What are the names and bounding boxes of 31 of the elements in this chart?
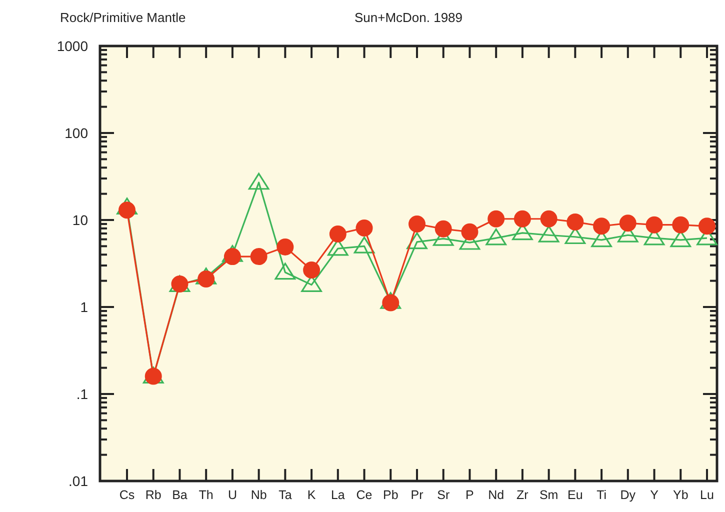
x-tick-label: La <box>330 488 345 502</box>
x-tick-label: Ta <box>278 488 292 502</box>
x-tick-label: Pr <box>410 488 424 502</box>
x-tick-label: Rb <box>145 488 162 502</box>
x-tick-label: Eu <box>568 488 583 502</box>
x-tick-label: Ba <box>172 488 188 502</box>
x-tick-label: Sr <box>437 488 450 502</box>
x-tick-label: P <box>466 488 474 502</box>
y-tick-label: 100 <box>64 125 88 141</box>
y-tick-label: 10 <box>72 212 88 228</box>
x-tick-label: Y <box>650 488 660 502</box>
x-tick-label: Dy <box>620 488 636 502</box>
x-tick-label: Ce <box>356 488 372 502</box>
x-tick-label: Nd <box>488 488 504 502</box>
x-tick-label: K <box>307 488 316 502</box>
y-tick-label: .1 <box>76 386 88 402</box>
y-tick-label: 1000 <box>56 38 88 54</box>
y-tick-label: 1 <box>80 299 88 315</box>
y-tick-label: .01 <box>68 473 88 489</box>
x-tick-label: Cs <box>119 488 135 502</box>
x-tick-label: Ti <box>596 488 607 502</box>
chart-title: Sun+McDon. 1989 <box>354 10 463 25</box>
x-tick-label: Th <box>198 488 214 502</box>
y-axis-title: Rock/Primitive Mantle <box>60 10 186 25</box>
x-tick-label: Zr <box>516 488 528 502</box>
x-tick-label: Sm <box>539 488 558 502</box>
x-tick-label: Lu <box>700 488 714 502</box>
x-tick-label: U <box>228 488 237 502</box>
x-tick-label: Pb <box>382 488 398 502</box>
x-tick-label: Yb <box>672 488 688 502</box>
x-tick-label: Nb <box>250 488 267 502</box>
